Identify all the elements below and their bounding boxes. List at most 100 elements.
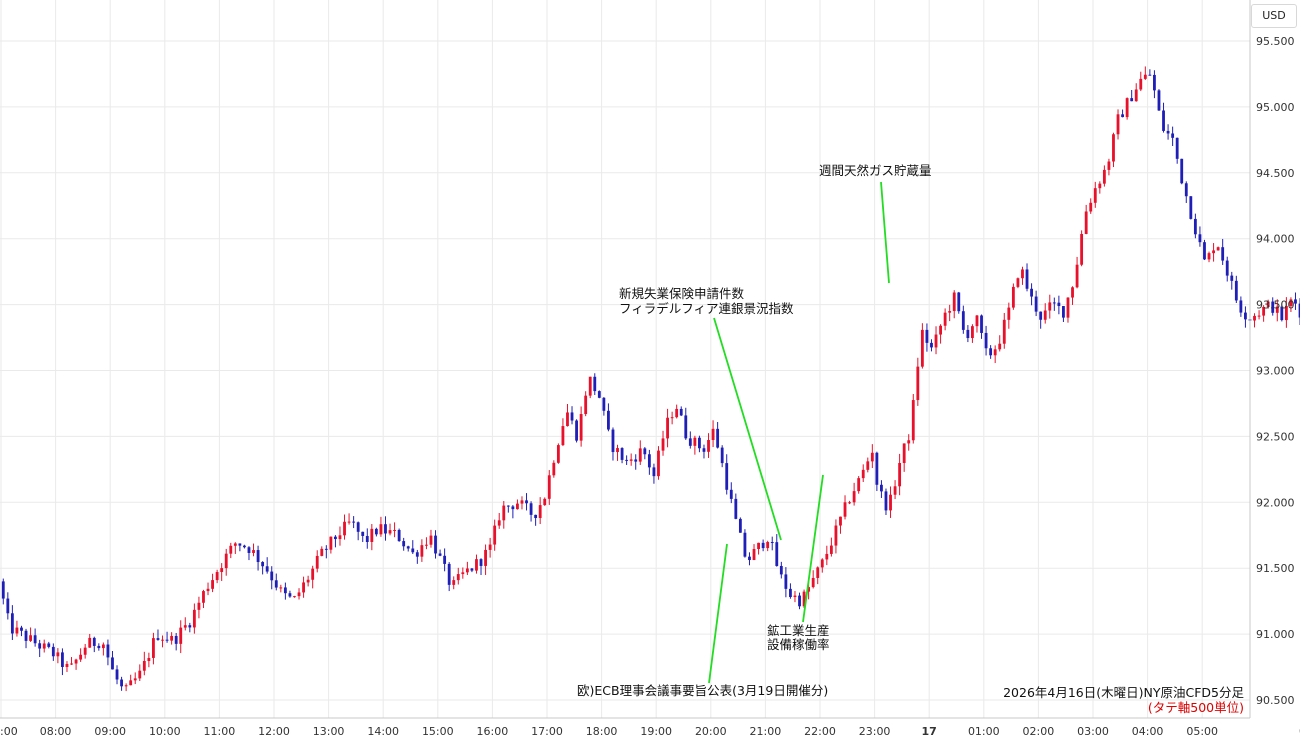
candle-body: [657, 450, 660, 477]
candle-body: [875, 452, 879, 485]
candle-body: [388, 530, 392, 534]
candle-body: [647, 454, 651, 468]
x-tick-label: 13:00: [313, 725, 345, 738]
x-tick-label: 09:00: [94, 725, 126, 738]
candle-body: [502, 505, 506, 521]
candle-body: [670, 417, 674, 419]
candle-body: [247, 547, 251, 553]
annotation-lines: [708, 181, 890, 684]
candle-body: [1, 581, 5, 599]
candle-body: [734, 498, 738, 519]
candle-body: [329, 536, 333, 550]
candle-body: [293, 596, 296, 598]
candle-body: [1171, 133, 1175, 138]
candle-body: [97, 645, 101, 649]
y-tick-label: 92.000: [1256, 496, 1295, 509]
candle-body: [156, 638, 160, 640]
candle-body: [543, 498, 547, 506]
candle-body: [1007, 307, 1011, 320]
y-axis-ticks: 90.500 91.000 91.500 92.000 92.500 93.000 93.5…: [1256, 35, 1295, 707]
annotation-leader-line: [802, 474, 824, 623]
candle-body: [1057, 302, 1061, 307]
candle-body: [798, 595, 801, 607]
candle-body: [1098, 183, 1102, 189]
candle-body: [834, 525, 838, 546]
candle-body: [211, 580, 214, 589]
candle-body: [930, 342, 933, 348]
x-axis-ticks: :00 08:00 09:00 10:00 11:00 12:00 13:00 14:00 15…: [0, 725, 1300, 738]
candle-body: [925, 329, 929, 343]
candle-body: [579, 414, 583, 441]
candle-body: [893, 486, 897, 495]
x-tick-label: 20:00: [695, 725, 727, 738]
candle-body: [202, 591, 205, 603]
candle-body: [597, 391, 601, 398]
x-tick-label: 16:00: [477, 725, 509, 738]
candle-body: [120, 679, 123, 687]
candle-body: [852, 491, 856, 503]
candle-body: [1230, 275, 1234, 281]
candle-body: [306, 579, 310, 583]
candle-body: [274, 580, 278, 588]
candle-body: [1093, 188, 1097, 203]
annotation-gas-storage: 週間天然ガス貯蔵量: [819, 163, 932, 178]
candle-body: [384, 524, 387, 534]
candle-body: [520, 500, 524, 504]
candle-body: [1089, 202, 1093, 212]
candle-body: [215, 572, 219, 581]
candle-body: [192, 609, 196, 628]
candle-body: [902, 443, 906, 464]
candle-body: [188, 625, 192, 628]
candle-body: [1298, 303, 1300, 318]
candle-body: [402, 541, 406, 547]
candle-body: [56, 652, 60, 657]
candle-body: [374, 528, 378, 535]
annotation-jobless-claims: 新規失業保険申請件数: [619, 286, 745, 301]
candle-body: [534, 514, 538, 519]
candle-body: [1193, 218, 1197, 235]
x-tick-label: 15:00: [422, 725, 454, 738]
y-tick-label: 94.000: [1256, 233, 1295, 246]
candle-body: [406, 546, 410, 549]
candle-body: [1198, 234, 1202, 243]
candle-body: [6, 598, 10, 614]
candle-body: [998, 343, 1002, 350]
candle-body: [1162, 110, 1165, 131]
candle-body: [1075, 264, 1079, 288]
candle-body: [1112, 134, 1115, 162]
candle-body: [1011, 286, 1015, 308]
candle-body: [584, 395, 588, 415]
candle-body: [1289, 299, 1293, 306]
candle-body: [757, 542, 760, 550]
candle-body: [1025, 269, 1029, 289]
candle-body: [907, 440, 911, 444]
candle-body: [106, 644, 110, 658]
candle-body: [784, 574, 788, 589]
candle-body: [479, 559, 483, 566]
candle-body: [15, 627, 19, 634]
candle-body: [370, 528, 374, 542]
candle-body: [829, 545, 833, 554]
candle-body: [993, 349, 997, 356]
candle-body: [711, 428, 715, 441]
candle-body: [47, 643, 51, 647]
candle-body: [1180, 158, 1184, 184]
candle-body: [170, 635, 174, 641]
candle-body: [1071, 287, 1074, 298]
candle-body: [1030, 288, 1033, 297]
candle-body: [1212, 250, 1215, 254]
x-tick-label: 10:00: [149, 725, 181, 738]
currency-label[interactable]: USD: [1251, 4, 1297, 28]
annotation-capacity-utilization: 設備稼働率: [767, 637, 830, 652]
candle-body: [748, 556, 751, 561]
candle-body: [825, 553, 829, 560]
candle-body: [1280, 306, 1284, 321]
candle-body: [92, 637, 96, 646]
candle-body: [866, 461, 870, 470]
candle-body: [857, 478, 861, 492]
candle-body: [334, 536, 337, 540]
candle-body: [356, 522, 360, 532]
candle-body: [101, 644, 105, 649]
candle-body: [966, 329, 970, 339]
x-tick-label: 18:00: [586, 725, 618, 738]
